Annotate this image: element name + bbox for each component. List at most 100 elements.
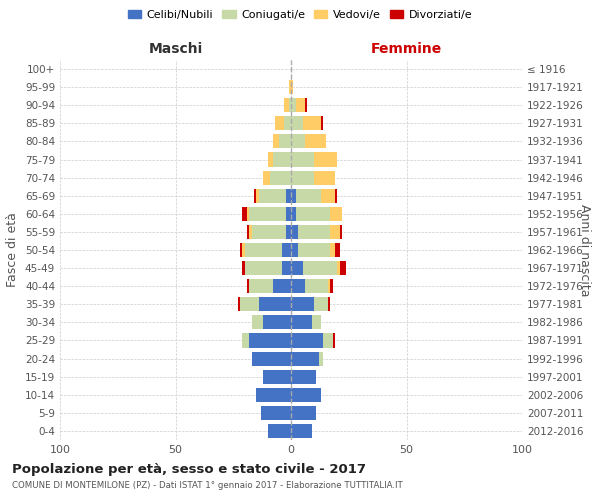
Bar: [250, 334, 291, 347]
Bar: [291, 225, 330, 239]
Bar: [250, 279, 291, 293]
Bar: [291, 370, 316, 384]
Bar: [282, 243, 291, 257]
Bar: [291, 116, 302, 130]
Bar: [291, 279, 332, 293]
Bar: [263, 316, 291, 330]
Bar: [291, 424, 312, 438]
Bar: [289, 80, 291, 94]
Bar: [291, 316, 321, 330]
Bar: [263, 370, 291, 384]
Bar: [259, 297, 291, 312]
Bar: [245, 261, 291, 275]
Bar: [247, 225, 291, 239]
Bar: [256, 388, 291, 402]
Bar: [263, 370, 291, 384]
Bar: [291, 297, 328, 312]
Text: Femmine: Femmine: [371, 42, 442, 56]
Bar: [247, 279, 291, 293]
Bar: [291, 279, 305, 293]
Bar: [289, 98, 291, 112]
Bar: [291, 170, 314, 184]
Bar: [247, 207, 291, 221]
Bar: [291, 225, 340, 239]
Bar: [252, 352, 291, 366]
Bar: [291, 279, 330, 293]
Bar: [291, 243, 335, 257]
Bar: [261, 406, 291, 420]
Bar: [272, 279, 291, 293]
Bar: [291, 297, 330, 312]
Bar: [242, 334, 291, 347]
Bar: [250, 207, 291, 221]
Bar: [275, 116, 291, 130]
Bar: [291, 334, 332, 347]
Bar: [242, 261, 291, 275]
Bar: [256, 388, 291, 402]
Bar: [291, 116, 323, 130]
Bar: [263, 370, 291, 384]
Bar: [291, 352, 323, 366]
Bar: [286, 207, 291, 221]
Bar: [291, 152, 337, 166]
Bar: [256, 188, 291, 203]
Bar: [275, 116, 291, 130]
Bar: [240, 297, 291, 312]
Bar: [261, 406, 291, 420]
Bar: [291, 316, 321, 330]
Bar: [291, 334, 323, 347]
Bar: [291, 370, 316, 384]
Bar: [291, 207, 342, 221]
Bar: [291, 352, 319, 366]
Y-axis label: Fasce di età: Fasce di età: [7, 212, 19, 288]
Bar: [291, 370, 316, 384]
Bar: [291, 134, 305, 148]
Bar: [291, 261, 337, 275]
Bar: [284, 98, 291, 112]
Bar: [272, 134, 291, 148]
Bar: [250, 225, 291, 239]
Bar: [291, 225, 298, 239]
Bar: [289, 80, 291, 94]
Bar: [240, 243, 291, 257]
Bar: [291, 116, 321, 130]
Bar: [291, 297, 314, 312]
Bar: [252, 316, 291, 330]
Bar: [291, 207, 342, 221]
Bar: [263, 370, 291, 384]
Legend: Celibi/Nubili, Coniugati/e, Vedovi/e, Divorziati/e: Celibi/Nubili, Coniugati/e, Vedovi/e, Di…: [124, 6, 476, 25]
Bar: [263, 170, 291, 184]
Bar: [286, 225, 291, 239]
Bar: [291, 261, 302, 275]
Bar: [291, 352, 323, 366]
Bar: [291, 388, 321, 402]
Bar: [256, 388, 291, 402]
Bar: [284, 116, 291, 130]
Bar: [291, 297, 328, 312]
Bar: [291, 243, 340, 257]
Bar: [291, 98, 296, 112]
Bar: [261, 406, 291, 420]
Bar: [291, 334, 335, 347]
Bar: [291, 370, 316, 384]
Bar: [291, 424, 312, 438]
Bar: [242, 207, 291, 221]
Bar: [252, 316, 291, 330]
Bar: [242, 334, 291, 347]
Bar: [291, 279, 328, 293]
Bar: [291, 388, 321, 402]
Bar: [291, 152, 337, 166]
Bar: [242, 334, 291, 347]
Bar: [291, 134, 326, 148]
Bar: [268, 424, 291, 438]
Bar: [252, 352, 291, 366]
Bar: [291, 207, 296, 221]
Bar: [291, 188, 335, 203]
Bar: [291, 170, 335, 184]
Bar: [242, 243, 291, 257]
Bar: [286, 188, 291, 203]
Bar: [252, 352, 291, 366]
Bar: [291, 406, 316, 420]
Bar: [263, 170, 291, 184]
Text: COMUNE DI MONTEMILONE (PZ) - Dati ISTAT 1° gennaio 2017 - Elaborazione TUTTITALI: COMUNE DI MONTEMILONE (PZ) - Dati ISTAT …: [12, 481, 403, 490]
